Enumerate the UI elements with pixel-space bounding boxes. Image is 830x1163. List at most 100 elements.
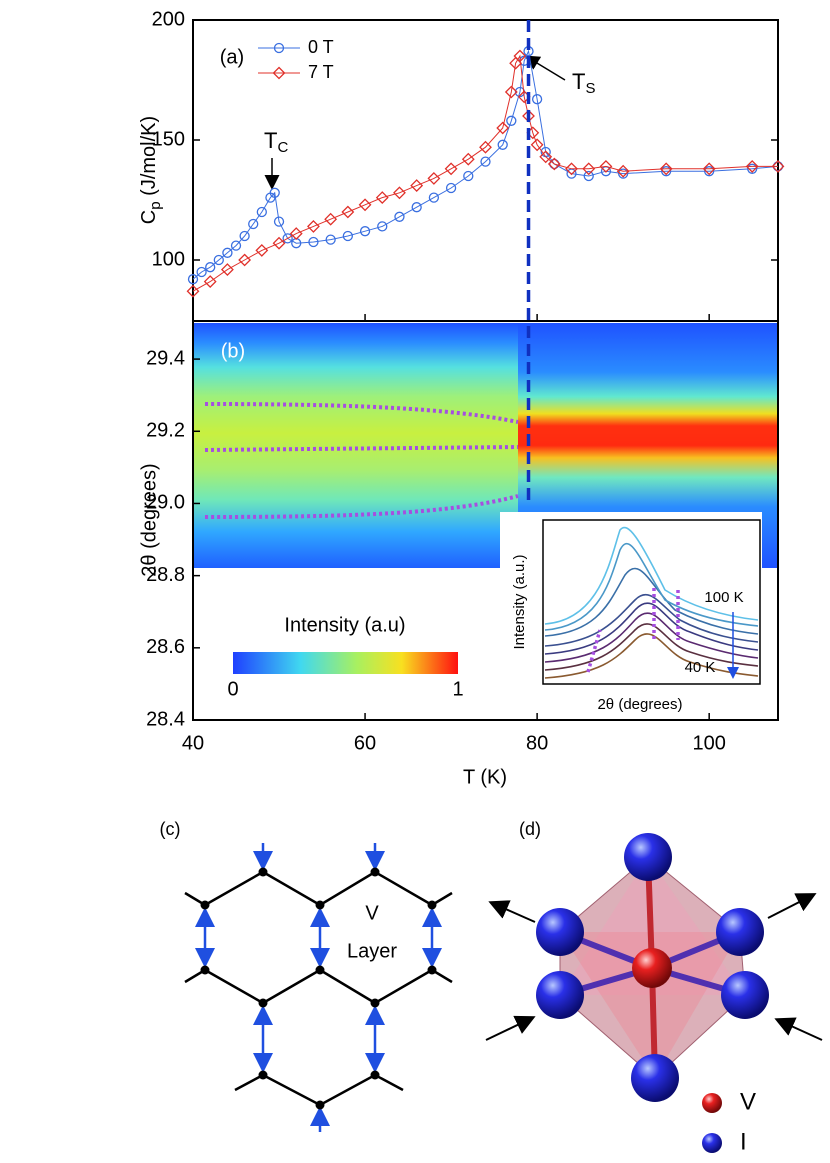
data-line — [192, 54, 778, 292]
data-point — [269, 187, 280, 198]
inset-annotation: 40 K — [685, 659, 716, 676]
data-point — [282, 233, 293, 244]
heatmap — [193, 323, 778, 568]
data-point — [463, 170, 474, 182]
y-tick-label: 28.8 — [146, 564, 185, 586]
data-point — [325, 234, 336, 245]
data-point — [324, 212, 338, 226]
data-point — [702, 162, 716, 176]
data-point — [461, 152, 475, 166]
y-label-part: (J/mol/K) — [138, 116, 160, 202]
data-point — [583, 170, 594, 182]
data-point — [393, 186, 406, 200]
lattice — [184, 843, 453, 1132]
data-point — [213, 254, 224, 266]
panel-label: (c) — [160, 819, 181, 839]
data-point — [272, 236, 286, 250]
data-point — [255, 243, 269, 257]
data-point — [203, 275, 217, 289]
data-point — [394, 211, 405, 222]
data-point — [496, 121, 510, 135]
annotation: TC — [264, 128, 288, 156]
inset-annotation: 100 K — [704, 589, 743, 606]
data-point — [239, 230, 250, 242]
data-point — [375, 191, 389, 205]
data-point — [704, 166, 715, 177]
annotation-part: T — [264, 128, 277, 153]
y-tick-label: 150 — [152, 128, 185, 150]
x-tick-label: 80 — [526, 732, 548, 754]
data-point — [273, 216, 285, 227]
data-point — [359, 226, 371, 237]
data-point — [186, 284, 200, 298]
y-label-part: C — [138, 210, 160, 224]
annotation-arrow — [524, 55, 566, 81]
data-point — [358, 198, 372, 212]
data-point — [342, 230, 354, 242]
data-point — [222, 247, 233, 258]
data-point — [445, 182, 457, 194]
y-tick-label: 28.6 — [146, 636, 185, 658]
data-point — [659, 162, 673, 176]
x-axis-label: T (K) — [463, 766, 507, 788]
data-point — [428, 192, 440, 203]
colorbar-tick: 1 — [452, 678, 463, 700]
data-point — [220, 263, 234, 277]
octahedron — [485, 833, 823, 1153]
colorbar-label: Intensity (a.u) — [284, 614, 405, 636]
data-point — [256, 206, 267, 218]
legend-marker — [272, 66, 286, 80]
annotation: TS — [572, 69, 595, 97]
data-point — [289, 227, 303, 241]
data-point — [504, 85, 518, 99]
data-point — [747, 163, 758, 174]
y-tick-label: 29.0 — [146, 492, 185, 514]
data-point — [411, 202, 422, 213]
y-label-part: p — [147, 201, 164, 209]
data-point — [530, 138, 544, 152]
data-point — [230, 240, 242, 251]
data-point — [410, 179, 424, 193]
data-point — [616, 164, 630, 178]
data-point — [582, 162, 596, 176]
data-point — [341, 205, 355, 219]
legend-label: 0 T — [308, 37, 334, 57]
data-point — [531, 94, 543, 105]
data-line — [192, 49, 779, 280]
colorbar — [233, 652, 458, 674]
data-point — [444, 162, 458, 176]
colorbar-tick: 0 — [227, 678, 238, 700]
data-point — [565, 162, 578, 176]
x-tick-label: 40 — [182, 732, 204, 754]
data-point — [187, 274, 199, 285]
axes-frame — [192, 19, 779, 721]
data-point — [617, 168, 629, 179]
annotation-part: C — [277, 139, 288, 156]
data-point — [307, 219, 320, 233]
inset-x-label: 2θ (degrees) — [597, 696, 682, 713]
y-tick-label: 200 — [152, 8, 185, 30]
y-tick-label: 29.4 — [146, 347, 185, 369]
data-point — [479, 140, 492, 154]
data-point — [196, 266, 207, 278]
data-point — [661, 166, 672, 177]
x-tick-label: 60 — [354, 732, 376, 754]
lattice-label: Layer — [347, 940, 397, 962]
y-tick-label: 100 — [152, 248, 185, 270]
data-point — [480, 156, 491, 167]
annotation-part: S — [585, 80, 595, 97]
x-tick-label: 100 — [692, 732, 725, 754]
data-point — [549, 158, 560, 170]
data-point — [599, 159, 613, 173]
data-point — [308, 236, 319, 248]
data-point — [745, 159, 759, 173]
panel-label: (d) — [519, 819, 541, 839]
data-point — [771, 159, 785, 173]
data-point — [513, 49, 527, 63]
y-axis-label: 2θ (degrees) — [138, 463, 160, 576]
annotation-part: T — [572, 69, 585, 94]
data-point — [205, 262, 216, 273]
lattice-label: V — [365, 902, 379, 924]
inset-y-label: Intensity (a.u.) — [511, 554, 528, 649]
